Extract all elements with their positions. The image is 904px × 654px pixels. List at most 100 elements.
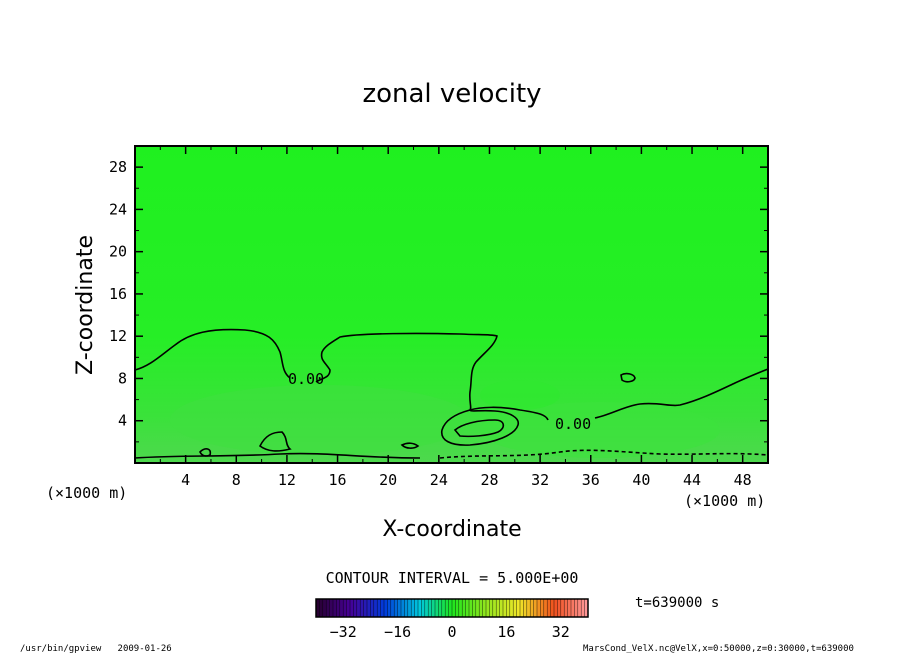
colorbar-cell (333, 599, 337, 617)
colorbar-cell (475, 599, 480, 617)
colorbar-cell (411, 599, 415, 617)
x-tick-label: 4 (181, 471, 190, 489)
colorbar-cell (329, 599, 334, 617)
colorbar-cell (428, 599, 432, 617)
zero-contour-right (594, 368, 769, 419)
colorbar-tick-label: 32 (552, 623, 570, 641)
colorbar-cell (414, 599, 419, 617)
colorbar-cell (377, 599, 381, 617)
plot-frame (134, 145, 769, 464)
colorbar-cell (326, 599, 330, 617)
colorbar-cell (584, 599, 589, 617)
colorbar-cell (452, 599, 456, 617)
colorbar-cell (387, 599, 392, 617)
colorbar-cell (486, 599, 490, 617)
colorbar-tick-label: 16 (497, 623, 515, 641)
y-tick-label: 16 (109, 285, 127, 303)
x-axis-label: X-coordinate (382, 517, 521, 542)
colorbar-tick-label: −32 (330, 623, 357, 641)
contour-blob-1 (441, 408, 519, 446)
colorbar-cell (516, 599, 521, 617)
colorbar-cell (458, 599, 463, 617)
colorbar-cell (353, 599, 358, 617)
x-tick-label: 12 (278, 471, 296, 489)
contour-blob-3 (620, 372, 636, 383)
x-tick-label: 16 (329, 471, 347, 489)
colorbar (315, 599, 589, 617)
zero-contour-main (134, 328, 549, 421)
colorbar-cell (421, 599, 426, 617)
colorbar-cell (537, 599, 541, 617)
y-axis-ticks: 4 8 12 16 20 24 28 (109, 158, 768, 443)
colorbar-cell (530, 599, 534, 617)
colorbar-cell (397, 599, 402, 617)
x-tick-label: 40 (632, 471, 650, 489)
colorbar-cell (520, 599, 524, 617)
colorbar-cell (401, 599, 405, 617)
colorbar-cell (574, 599, 579, 617)
colorbar-cell (390, 599, 395, 617)
contour-blob-6 (199, 448, 212, 457)
colorbar-cell (455, 599, 460, 617)
colorbar-frame (315, 598, 589, 618)
contour-interval-text: CONTOUR INTERVAL = 5.000E+00 (326, 569, 579, 587)
colorbar-cell (462, 599, 466, 617)
x-tick-label: 8 (232, 471, 241, 489)
colorbar-cell (418, 599, 422, 617)
colorbar-cell (499, 599, 504, 617)
colorbar-cell (564, 599, 568, 617)
colorbar-cell (441, 599, 446, 617)
colorbar-cell (407, 599, 412, 617)
contour-label-2: 0.00 (555, 415, 591, 433)
colorbar-cell (424, 599, 429, 617)
colorbar-cell (472, 599, 477, 617)
colorbar-cell (513, 599, 517, 617)
footer-source: MarsCond_VelX.nc@VelX,x=0:50000,z=0:3000… (583, 644, 854, 654)
colorbar-cell (533, 599, 538, 617)
colorbar-cell (560, 599, 565, 617)
colorbar-cell (363, 599, 368, 617)
contour-dashed (439, 449, 769, 459)
colorbar-cell (431, 599, 436, 617)
colorbar-cell (577, 599, 582, 617)
colorbar-cell (547, 599, 551, 617)
colorbar-tick-label: −16 (384, 623, 411, 641)
colorbar-cell (343, 599, 347, 617)
colorbar-cell (435, 599, 439, 617)
x-tick-label: 20 (379, 471, 397, 489)
y-tick-label: 8 (118, 369, 127, 387)
y-tick-label: 4 (118, 412, 127, 430)
colorbar-cell (394, 599, 398, 617)
colorbar-cell (550, 599, 555, 617)
contour-low-line (134, 452, 421, 459)
colorbar-cell (543, 599, 548, 617)
y-tick-label: 24 (109, 200, 127, 218)
x-tick-label: 44 (683, 471, 701, 489)
colorbar-cell (526, 599, 531, 617)
y-tick-label: 12 (109, 327, 127, 345)
x-axis-ticks: 4 8 12 16 20 24 28 32 36 40 44 48 (159, 146, 752, 489)
colorbar-cell (503, 599, 507, 617)
x-axis-unit-right: (×1000 m) (684, 492, 765, 510)
colorbar-cell (523, 599, 528, 617)
colorbar-cell (445, 599, 449, 617)
x-axis-unit-left: (×1000 m) (46, 484, 127, 502)
contour-blob-2 (453, 419, 505, 438)
colorbar-cell (540, 599, 545, 617)
colorbar-cell (438, 599, 443, 617)
contour-blob-4 (258, 431, 292, 452)
x-tick-label: 24 (430, 471, 448, 489)
colorbar-cell (319, 599, 324, 617)
colorbar-cell (557, 599, 562, 617)
contour-label-1: 0.00 (288, 370, 324, 388)
colorbar-cell (316, 599, 320, 617)
colorbar-cell (482, 599, 487, 617)
colorbar-cell (492, 599, 497, 617)
colorbar-cell (336, 599, 341, 617)
colorbar-cell (496, 599, 500, 617)
colorbar-cell (554, 599, 558, 617)
colorbar-cell (346, 599, 351, 617)
x-tick-label: 48 (734, 471, 752, 489)
colorbar-cell (571, 599, 575, 617)
